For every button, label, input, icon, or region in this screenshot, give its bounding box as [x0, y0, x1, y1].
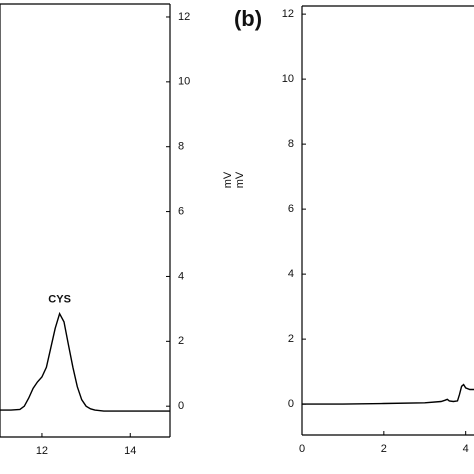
y-tick-label: 12 [282, 8, 294, 20]
y-axis-label: mV [222, 171, 234, 188]
x-tick-label: 14 [124, 445, 136, 457]
y-tick-label: 10 [282, 73, 294, 85]
trace [302, 383, 474, 405]
x-tick-label: 4 [463, 443, 469, 455]
y-tick-label: 2 [178, 335, 184, 347]
x-tick-label: 2 [381, 443, 387, 455]
y-tick-label: 12 [178, 11, 190, 23]
y-tick-label: 8 [288, 138, 294, 150]
y-tick-label: 8 [178, 141, 184, 153]
y-tick-label: 4 [178, 270, 184, 282]
panel-label: (b) [234, 6, 262, 31]
y-tick-label: 2 [288, 333, 294, 345]
y-tick-label: 4 [288, 268, 294, 280]
y-tick-label: 6 [288, 203, 294, 215]
peak-label: CYS [48, 294, 71, 306]
y-tick-label: 6 [178, 205, 184, 217]
y-axis-label: mV [234, 171, 246, 188]
x-tick-label: 0 [299, 443, 305, 455]
y-tick-label: 10 [178, 76, 190, 88]
x-tick-label: 12 [36, 445, 48, 457]
y-tick-label: 0 [288, 398, 294, 410]
y-tick-label: 0 [178, 400, 184, 412]
trace [0, 311, 170, 412]
